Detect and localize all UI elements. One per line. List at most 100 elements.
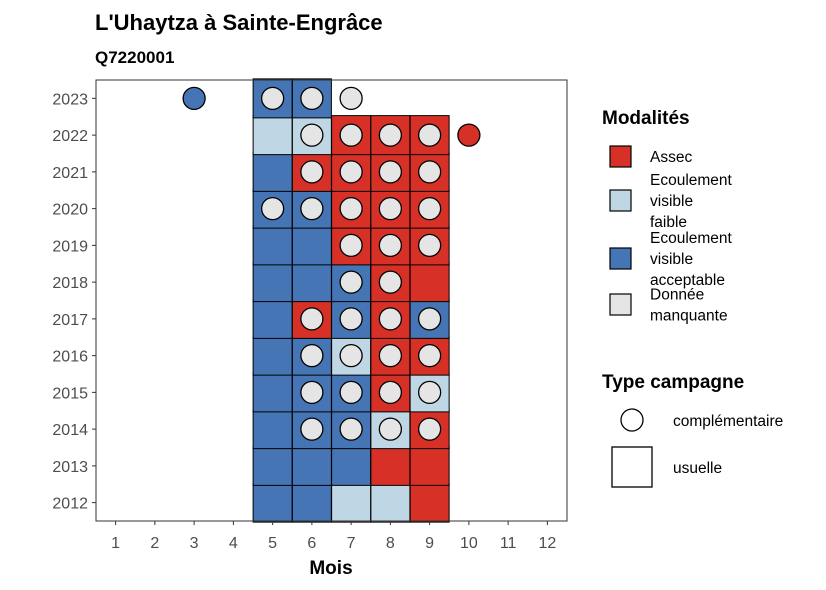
chart-subtitle: Q7220001 [95, 48, 174, 67]
point-2015-9 [417, 380, 442, 405]
legend-campagne-title: Type campagne [602, 372, 744, 393]
axes: 2012 2013 2014 2015 2016 2017 2018 2019 2020 2021… [52, 91, 556, 552]
y-tick-label: 2021 [52, 165, 88, 182]
legend-label-acceptable: acceptable [650, 272, 725, 289]
legend-key-faible [609, 189, 632, 212]
legend-label-acceptable: visible [650, 251, 693, 268]
legend-label-faible: Ecoulement [650, 172, 733, 189]
tile-2015-5 [252, 372, 293, 413]
legend-campagne-label: usuelle [673, 460, 722, 477]
point-2021-8 [378, 160, 403, 184]
point-2023-7 [339, 86, 363, 111]
tile-2012-8 [370, 482, 411, 523]
tile-2013-6 [291, 445, 332, 486]
point-2017-6 [300, 307, 324, 331]
point-2018-7 [339, 270, 363, 294]
x-tick-label: 3 [190, 535, 199, 552]
x-tick-label: 5 [268, 535, 277, 552]
tile-2018-9 [409, 262, 450, 303]
point-2022-10 [457, 123, 481, 147]
point-2016-8 [378, 343, 403, 368]
point-2016-7 [339, 343, 363, 368]
legend-label-manquante: Donnée [650, 287, 704, 304]
y-tick-label: 2022 [52, 128, 88, 145]
chart-title: L'Uhaytza à Sainte-Engrâce [95, 10, 383, 35]
point-2023-3 [182, 86, 206, 111]
plot-panel [95, 78, 568, 523]
tile-2023-5 [252, 78, 293, 119]
point-2015-7 [339, 380, 363, 405]
y-tick-label: 2014 [52, 422, 88, 439]
x-tick-label: 2 [150, 535, 159, 552]
legend-square-key [611, 446, 653, 488]
x-tick-label: 10 [460, 535, 478, 552]
tile-2021-5 [252, 151, 293, 192]
point-2017-9 [417, 307, 442, 331]
tile-2018-5 [252, 262, 293, 303]
point-2015-6 [300, 380, 324, 405]
x-tick-label: 4 [229, 535, 238, 552]
point-2022-6 [300, 123, 324, 147]
legend-modalites-title: Modalités [602, 108, 690, 129]
point-2019-9 [417, 233, 442, 258]
legend: ModalitésAssecEcoulementvisiblefaibleEco… [602, 108, 783, 488]
x-tick-label: 12 [538, 535, 556, 552]
tile-2013-9 [409, 445, 450, 486]
legend-label-faible: faible [650, 214, 687, 231]
legend-circle-key [620, 408, 644, 432]
y-tick-label: 2017 [52, 312, 88, 329]
y-tick-label: 2018 [52, 275, 88, 292]
x-tick-label: 6 [307, 535, 316, 552]
point-2020-6 [300, 196, 324, 221]
x-tick-label: 8 [386, 535, 395, 552]
point-2016-6 [300, 343, 324, 368]
legend-key-manquante [609, 293, 632, 316]
x-tick-label: 11 [500, 535, 517, 552]
point-2020-5 [260, 196, 285, 221]
point-2021-6 [300, 160, 324, 184]
tile-2012-7 [331, 482, 372, 523]
panel-border [95, 79, 568, 522]
tile-2014-5 [252, 409, 293, 450]
tile-2012-5 [252, 482, 293, 523]
tile-2016-5 [252, 335, 293, 376]
point-2023-5 [260, 86, 285, 111]
point-2021-9 [417, 160, 442, 184]
legend-label-manquante: manquante [650, 308, 728, 325]
x-tick-label: 9 [425, 535, 434, 552]
y-tick-label: 2013 [52, 459, 88, 476]
point-2014-6 [300, 417, 324, 441]
y-tick-label: 2016 [52, 349, 88, 366]
point-2023-6 [300, 86, 324, 111]
point-2020-8 [378, 196, 403, 221]
legend-key-acceptable [609, 247, 632, 270]
legend-label-assec: Assec [650, 149, 692, 166]
x-tick-label: 1 [111, 535, 120, 552]
point-2022-7 [339, 123, 363, 147]
point-2020-7 [339, 196, 363, 221]
point-2018-8 [378, 270, 403, 294]
tile-2013-8 [370, 445, 411, 486]
y-tick-label: 2020 [52, 202, 88, 219]
point-2021-7 [339, 160, 363, 184]
tile-2012-6 [291, 482, 332, 523]
tile-2018-6 [291, 262, 332, 303]
tile-2013-7 [331, 445, 372, 486]
tile-2022-9 [409, 115, 450, 156]
point-2017-7 [339, 307, 363, 331]
y-tick-label: 2023 [52, 91, 88, 108]
point-2014-7 [339, 417, 363, 441]
legend-label-acceptable: Ecoulement [650, 230, 733, 247]
tile-2012-9 [409, 482, 450, 523]
y-tick-label: 2012 [52, 496, 88, 513]
x-tick-label: 7 [347, 535, 356, 552]
point-2014-9 [417, 417, 442, 441]
point-2019-7 [339, 233, 363, 258]
tile-2019-6 [291, 225, 332, 266]
y-tick-label: 2015 [52, 385, 88, 402]
point-2019-8 [378, 233, 403, 258]
point-2016-9 [417, 343, 442, 368]
legend-key-assec [609, 145, 632, 168]
tile-2019-5 [252, 225, 293, 266]
